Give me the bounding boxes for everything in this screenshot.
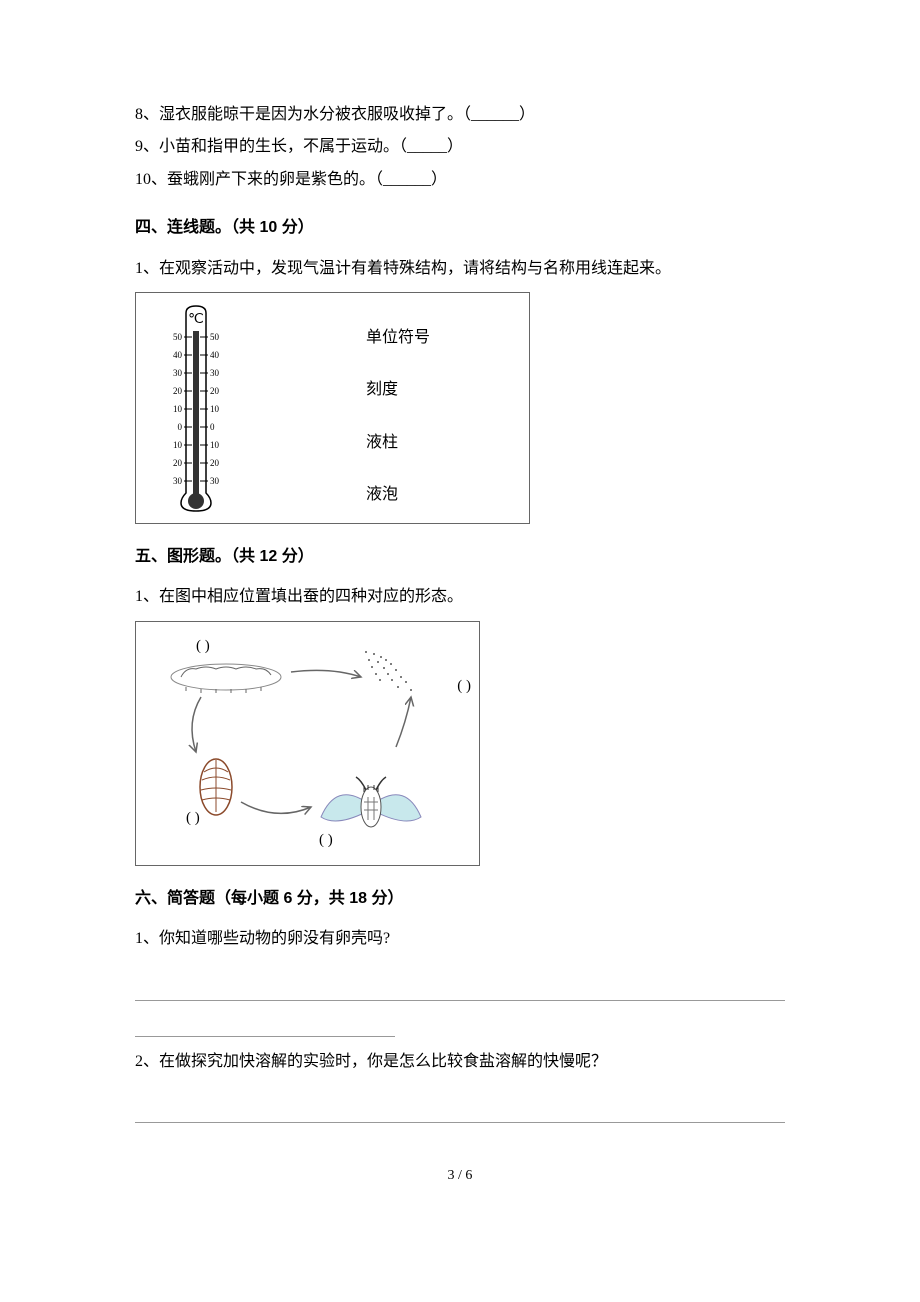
answer-line-3 <box>135 1095 785 1123</box>
svg-text:20: 20 <box>173 458 183 468</box>
silkworm-lifecycle-figure: ( ) ( ) ( ) ( ) <box>135 621 480 866</box>
matching-exercise-box: ℃ 5050 4040 3030 2020 1010 00 1010 2020 … <box>135 292 530 524</box>
svg-text:0: 0 <box>210 422 215 432</box>
question-8: 8、湿衣服能晾干是因为水分被衣服吸收掉了。（______） <box>135 100 785 130</box>
svg-text:40: 40 <box>210 350 220 360</box>
blank-label-4: ( ) <box>319 826 333 855</box>
section-5-q1: 1、在图中相应位置填出蚕的四种对应的形态。 <box>135 582 785 612</box>
blank-label-2: ( ) <box>457 672 471 701</box>
answer-line-2 <box>135 1009 395 1037</box>
svg-text:40: 40 <box>173 350 183 360</box>
svg-text:30: 30 <box>210 476 220 486</box>
label-unit-symbol: 单位符号 <box>366 323 430 353</box>
section-6-header: 六、简答题（每小题 6 分，共 18 分） <box>135 884 785 914</box>
svg-text:50: 50 <box>210 332 220 342</box>
section-6-q1: 1、你知道哪些动物的卵没有卵壳吗? <box>135 924 785 954</box>
section-4-q1: 1、在观察活动中，发现气温计有着特殊结构，请将结构与名称用线连起来。 <box>135 254 785 284</box>
svg-text:20: 20 <box>210 386 220 396</box>
section-4-header: 四、连线题。（共 10 分） <box>135 213 785 243</box>
blank-label-3: ( ) <box>186 804 200 833</box>
blank-label-1: ( ) <box>196 632 210 661</box>
svg-text:20: 20 <box>210 458 220 468</box>
section-5-header: 五、图形题。（共 12 分） <box>135 542 785 572</box>
svg-text:10: 10 <box>210 404 220 414</box>
answer-line-1 <box>135 973 785 1001</box>
svg-text:10: 10 <box>210 440 220 450</box>
label-scale: 刻度 <box>366 375 430 405</box>
svg-text:30: 30 <box>210 368 220 378</box>
matching-labels-column: 单位符号 刻度 液柱 液泡 <box>366 303 430 511</box>
label-liquid-column: 液柱 <box>366 428 430 458</box>
question-9: 9、小苗和指甲的生长，不属于运动。（_____） <box>135 132 785 162</box>
svg-text:20: 20 <box>173 386 183 396</box>
page-footer: 3 / 6 <box>135 1163 785 1190</box>
section-6-q2: 2、在做探究加快溶解的实验时，你是怎么比较食盐溶解的快慢呢？ <box>135 1047 785 1077</box>
question-10: 10、蚕蛾刚产下来的卵是紫色的。（______） <box>135 165 785 195</box>
label-liquid-bulb: 液泡 <box>366 480 430 510</box>
svg-text:℃: ℃ <box>188 312 204 327</box>
svg-text:10: 10 <box>173 404 183 414</box>
thermometer-diagram: ℃ 5050 4040 3030 2020 1010 00 1010 2020 … <box>156 303 236 513</box>
svg-text:10: 10 <box>173 440 183 450</box>
svg-text:0: 0 <box>178 422 183 432</box>
svg-text:30: 30 <box>173 476 183 486</box>
svg-text:50: 50 <box>173 332 183 342</box>
svg-text:30: 30 <box>173 368 183 378</box>
